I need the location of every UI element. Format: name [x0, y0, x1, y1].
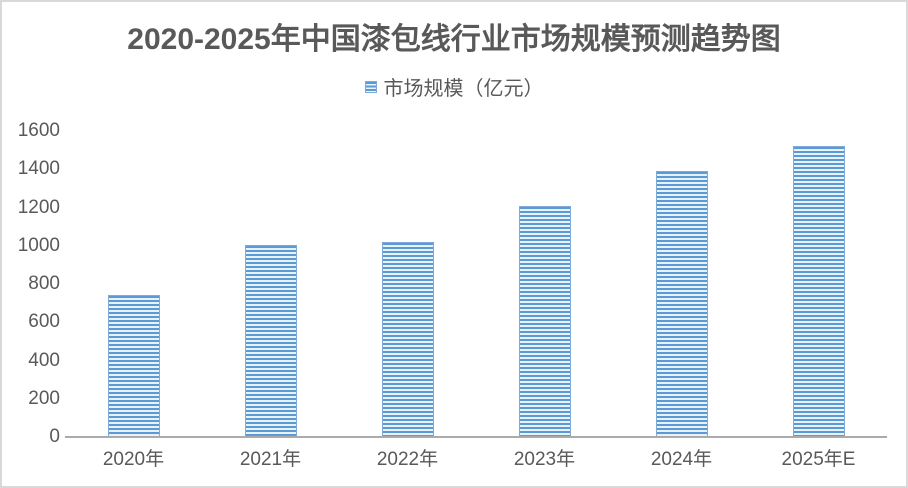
chart-title: 2020-2025年中国漆包线行业市场规模预测趋势图 — [127, 23, 781, 56]
bar-2024年 — [655, 171, 708, 437]
bar-2020年 — [107, 295, 160, 437]
y-tick-label-1400: 1400 — [17, 158, 60, 180]
y-tick-label-1600: 1600 — [17, 120, 60, 141]
y-tick-label-800: 800 — [28, 273, 60, 294]
bar-2025年E — [792, 146, 845, 437]
x-tick-label-2021年: 2021年 — [239, 449, 302, 470]
x-tick-label-2025年E: 2025年E — [781, 449, 856, 470]
bar-2023年 — [518, 206, 571, 437]
x-tick-label-2023年: 2023年 — [513, 449, 576, 470]
y-tick-label-0: 0 — [49, 426, 60, 447]
legend-label: 市场规模（亿元） — [383, 78, 544, 100]
legend: 市场规模（亿元） — [2, 72, 906, 101]
y-tick-label-1200: 1200 — [17, 196, 60, 218]
legend-swatch-icon — [364, 80, 377, 93]
y-tick-label-400: 400 — [28, 349, 60, 371]
x-tick-label-2024年: 2024年 — [650, 449, 713, 470]
x-axis-line — [65, 436, 887, 438]
bar-2022年 — [381, 242, 434, 437]
x-tick-label-2022年: 2022年 — [376, 449, 439, 470]
bar-2021年 — [244, 245, 297, 437]
y-tick-label-200: 200 — [28, 387, 60, 409]
y-tick-label-600: 600 — [28, 311, 60, 333]
y-tick-label-1000: 1000 — [17, 234, 60, 256]
x-tick-label-2020年: 2020年 — [102, 449, 165, 470]
